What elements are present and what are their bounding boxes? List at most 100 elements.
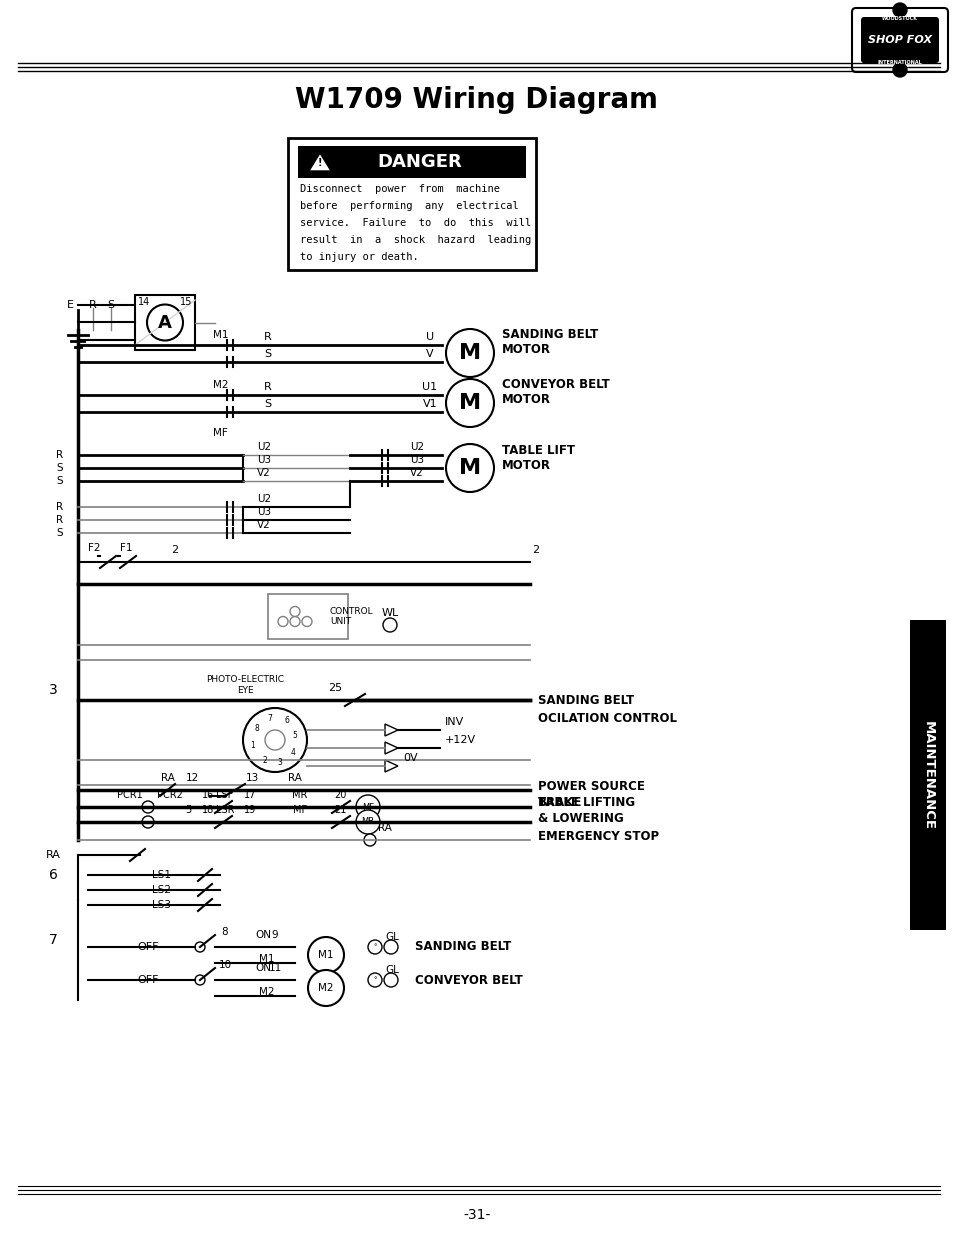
Text: MF: MF	[213, 429, 228, 438]
Text: 19: 19	[244, 805, 255, 815]
Circle shape	[364, 834, 375, 846]
Text: RA: RA	[288, 773, 301, 783]
Text: LS1: LS1	[152, 869, 172, 881]
Text: 4: 4	[291, 747, 295, 757]
Polygon shape	[309, 153, 331, 170]
Text: & LOWERING: & LOWERING	[537, 813, 623, 825]
Text: S: S	[56, 529, 63, 538]
Text: U3: U3	[410, 454, 424, 466]
Text: V2: V2	[410, 468, 423, 478]
Text: 7: 7	[49, 932, 57, 947]
Text: R: R	[264, 332, 272, 342]
Text: LS3: LS3	[152, 900, 172, 910]
Circle shape	[382, 618, 396, 632]
Text: S: S	[56, 475, 63, 487]
Text: V2: V2	[256, 520, 271, 530]
Text: U3: U3	[256, 454, 271, 466]
Text: M: M	[458, 458, 480, 478]
Text: 11: 11	[268, 963, 281, 973]
Text: M: M	[458, 343, 480, 363]
Circle shape	[147, 305, 183, 341]
Text: CONVEYOR BELT: CONVEYOR BELT	[415, 973, 522, 987]
Text: 2: 2	[172, 545, 178, 555]
Polygon shape	[385, 760, 397, 772]
Text: Disconnect  power  from  machine: Disconnect power from machine	[299, 184, 499, 194]
Text: A: A	[158, 314, 172, 331]
Text: service.  Failure  to  do  this  will: service. Failure to do this will	[299, 219, 531, 228]
Text: TABLE LIFTING: TABLE LIFTING	[537, 797, 635, 809]
Text: ON: ON	[254, 930, 271, 940]
Circle shape	[892, 63, 906, 77]
Text: 17: 17	[244, 790, 256, 800]
Text: 25: 25	[328, 683, 342, 693]
Text: °: °	[373, 944, 376, 950]
Circle shape	[142, 816, 153, 827]
Text: 8: 8	[254, 724, 259, 732]
Text: U1: U1	[422, 382, 437, 391]
Text: result  in  a  shock  hazard  leading: result in a shock hazard leading	[299, 235, 531, 245]
Text: SANDING BELT
MOTOR: SANDING BELT MOTOR	[501, 329, 598, 356]
Text: LSR: LSR	[215, 805, 234, 815]
Circle shape	[308, 969, 344, 1007]
Text: ON: ON	[254, 963, 271, 973]
Text: INTERNATIONAL: INTERNATIONAL	[877, 59, 922, 64]
Text: LSF: LSF	[216, 790, 233, 800]
Text: S: S	[264, 350, 272, 359]
Text: V: V	[426, 350, 434, 359]
Circle shape	[384, 973, 397, 987]
Circle shape	[277, 616, 288, 626]
Text: 16: 16	[202, 790, 213, 800]
Text: 6: 6	[284, 715, 289, 725]
Text: 2: 2	[532, 545, 538, 555]
Text: 14: 14	[138, 296, 150, 308]
Text: 12: 12	[185, 773, 198, 783]
Circle shape	[194, 942, 205, 952]
Text: 0V: 0V	[402, 753, 417, 763]
Text: MF: MF	[361, 803, 374, 811]
Text: OFF: OFF	[137, 974, 158, 986]
Text: F2: F2	[88, 543, 100, 553]
Text: PCR2: PCR2	[157, 790, 183, 800]
Text: TABLE LIFT
MOTOR: TABLE LIFT MOTOR	[501, 445, 575, 472]
Circle shape	[194, 974, 205, 986]
Text: 9: 9	[272, 930, 278, 940]
Text: POWER SOURCE: POWER SOURCE	[537, 779, 644, 793]
Text: M2: M2	[318, 983, 334, 993]
Circle shape	[355, 810, 379, 834]
Bar	[135, 295, 194, 350]
Circle shape	[368, 973, 381, 987]
Text: 6: 6	[49, 868, 57, 882]
Polygon shape	[385, 742, 397, 755]
Text: 5: 5	[185, 805, 191, 815]
Text: OCILATION CONTROL: OCILATION CONTROL	[537, 711, 677, 725]
Text: RA: RA	[161, 773, 174, 783]
Text: OFF: OFF	[137, 942, 158, 952]
Text: PHOTO-ELECTRIC
EYE: PHOTO-ELECTRIC EYE	[206, 676, 284, 695]
Text: INV: INV	[444, 718, 464, 727]
Circle shape	[355, 795, 379, 819]
Text: BRAKE: BRAKE	[537, 795, 581, 809]
Text: R: R	[56, 450, 64, 459]
Bar	[297, 146, 525, 178]
Text: E: E	[67, 300, 73, 310]
Text: M2: M2	[259, 987, 274, 997]
Text: 3: 3	[277, 757, 282, 767]
Text: WL: WL	[381, 608, 398, 618]
Text: S: S	[108, 300, 114, 310]
Text: 13: 13	[245, 773, 258, 783]
Text: DANGER: DANGER	[377, 153, 462, 170]
Text: V1: V1	[422, 399, 436, 409]
Text: SHOP FOX: SHOP FOX	[867, 35, 931, 44]
Text: +12V: +12V	[444, 735, 476, 745]
Text: 2: 2	[262, 756, 267, 764]
Text: 15: 15	[179, 296, 192, 308]
Text: U2: U2	[256, 494, 271, 504]
Circle shape	[446, 329, 494, 377]
Text: 1: 1	[251, 741, 255, 750]
Text: LS2: LS2	[152, 885, 172, 895]
Text: 21: 21	[334, 805, 346, 815]
Text: R: R	[264, 382, 272, 391]
Circle shape	[290, 606, 299, 616]
Text: 5: 5	[293, 730, 297, 740]
Circle shape	[446, 379, 494, 427]
